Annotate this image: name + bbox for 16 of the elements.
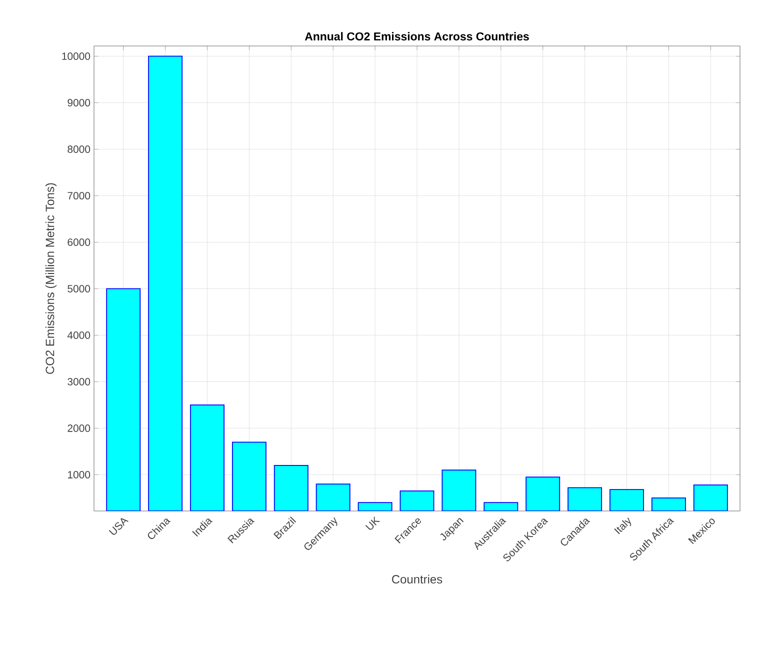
y-tick-label: 4000 (67, 332, 90, 339)
x-tick-label: Italy (614, 517, 632, 534)
chart-title: Annual CO2 Emissions Across Countries (304, 32, 529, 40)
y-tick-label: 8000 (68, 146, 90, 153)
x-axis-title: Countries (392, 574, 442, 584)
x-tick-label: USA (108, 518, 129, 535)
y-tick-label: 3000 (68, 378, 90, 386)
y-tick-label: 5000 (68, 285, 90, 292)
x-tick-label: UK (365, 516, 380, 530)
y-tick-label: 10000 (62, 52, 90, 60)
y-tick-label: 1000 (68, 471, 90, 478)
y-tick-label: 6000 (68, 238, 90, 246)
y-axis-title: CO2 Emissions (Million Metric Tons) (45, 183, 57, 374)
y-tick-label: 9000 (68, 99, 90, 106)
y-tick-label: 2000 (68, 424, 90, 432)
y-tick-label: 7000 (68, 192, 90, 200)
